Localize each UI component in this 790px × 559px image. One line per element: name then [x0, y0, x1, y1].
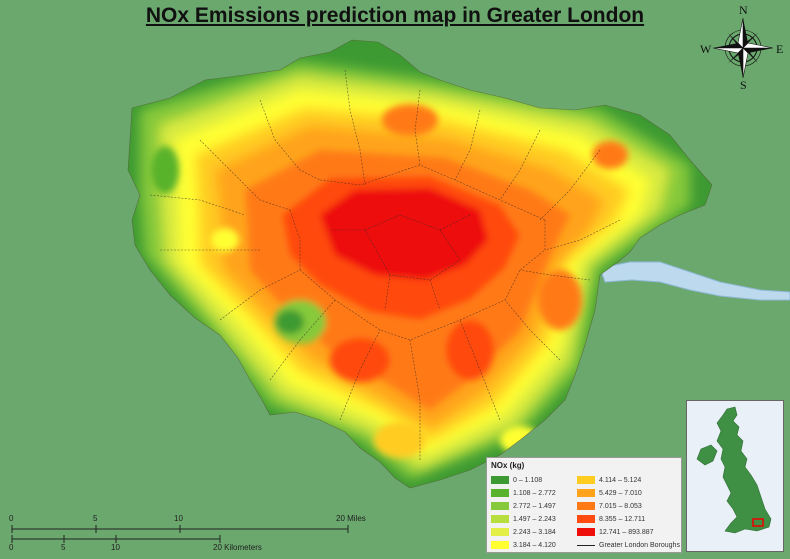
scale-miles-0: 0: [9, 514, 14, 523]
scale-km-5: 5: [61, 543, 66, 552]
legend-swatch: [491, 515, 509, 523]
map-title: NOx Emissions prediction map in Greater …: [145, 4, 645, 27]
legend-swatch: [491, 476, 509, 484]
legend-item: 0 – 1.108: [491, 475, 542, 485]
scale-miles-10: 10: [174, 514, 183, 523]
legend-item-label: 7.015 – 8.053: [599, 502, 642, 510]
legend-swatch: [491, 502, 509, 510]
scale-km-20: 20 Kilometers: [213, 543, 262, 552]
legend-swatch: [577, 515, 595, 523]
legend-item: 12.741 – 893.887: [577, 527, 654, 537]
borough-boundaries: [149, 69, 621, 460]
uk-outline-icon: [696, 406, 772, 534]
compass-east: E: [776, 42, 784, 56]
legend-item: 2.772 – 1.497: [491, 501, 556, 511]
legend-item-label: 2.243 – 3.184: [513, 528, 556, 536]
compass-north: N: [739, 3, 748, 17]
legend-item-label: 1.108 – 2.772: [513, 489, 556, 497]
legend-item-label: 3.184 – 4.120: [513, 541, 556, 549]
scale-km-0: 0: [9, 543, 14, 552]
legend-item: 3.184 – 4.120: [491, 540, 556, 550]
legend-item: Greater London Boroughs: [577, 540, 680, 550]
legend-item-label: 1.497 – 2.243: [513, 515, 556, 523]
legend-item: 7.015 – 8.053: [577, 501, 642, 511]
compass-south: S: [740, 78, 747, 92]
legend-item: 1.497 – 2.243: [491, 514, 556, 524]
heat-surface: [128, 40, 712, 488]
legend-swatch: [577, 528, 595, 536]
legend-item-label: 2.772 – 1.497: [513, 502, 556, 510]
legend-boundary-line: [577, 544, 595, 546]
uk-locator-inset: [686, 400, 784, 552]
legend-item-label: 0 – 1.108: [513, 476, 543, 484]
legend-item: 1.108 – 2.772: [491, 488, 556, 498]
compass-rose: N S E W: [700, 3, 786, 92]
legend-item: 5.429 – 7.010: [577, 488, 642, 498]
greater-london-boundary: [127, 39, 713, 489]
legend-item: 4.114 – 5.124: [577, 475, 641, 485]
legend-item: 2.243 – 3.184: [491, 527, 556, 537]
scale-km-10: 10: [111, 543, 120, 552]
scale-miles-5: 5: [93, 514, 98, 523]
legend-item-label: 12.741 – 893.887: [599, 528, 654, 536]
legend-boundary-label: Greater London Boroughs: [599, 541, 680, 549]
legend-title: NOx (kg): [491, 461, 525, 470]
scale-miles-20: 20 Miles: [336, 514, 366, 523]
legend-swatch: [491, 541, 509, 549]
compass-west: W: [700, 42, 712, 56]
legend-item-label: 4.114 – 5.124: [599, 476, 642, 484]
scale-bar: 0 5 10 20 Miles 0 5 10 20 Kilometers: [8, 512, 388, 556]
legend-item-label: 8.355 – 12.711: [599, 515, 646, 523]
legend-swatch: [491, 489, 509, 497]
legend-swatch: [577, 502, 595, 510]
compass-star-icon: [712, 17, 774, 79]
legend-item-label: 5.429 – 7.010: [599, 489, 642, 497]
scale-bar-lines: [11, 525, 349, 543]
river-thames-estuary: [599, 261, 790, 301]
legend-swatch: [491, 528, 509, 536]
legend-swatch: [577, 476, 595, 484]
legend-swatch: [577, 489, 595, 497]
legend-item: 8.355 – 12.711: [577, 514, 645, 524]
legend: NOx (kg) 0 – 1.108 1.108 – 2.772 2.772 –…: [486, 457, 682, 553]
